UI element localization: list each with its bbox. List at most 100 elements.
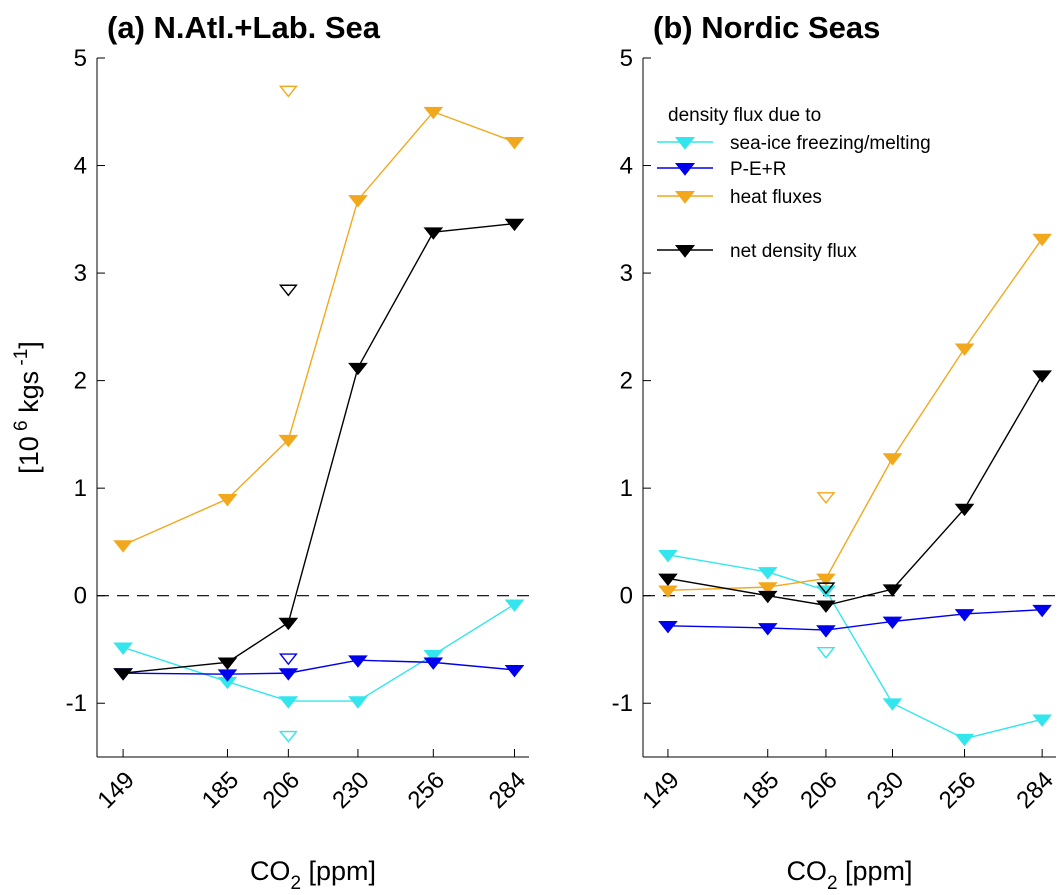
data-point-pe — [504, 665, 525, 678]
data-point-seaice — [1032, 714, 1052, 727]
data-point-net — [882, 584, 903, 597]
x-tick-label: 185 — [197, 767, 244, 814]
data-point-net — [954, 503, 975, 517]
series-line-heat — [667, 238, 1043, 592]
data-point-seaice — [278, 696, 299, 709]
data-point-seaice — [423, 649, 444, 663]
series-heat — [113, 85, 525, 553]
x-label-sub: 2 — [290, 873, 301, 894]
data-point-seaice — [348, 696, 368, 709]
data-point-pe — [882, 616, 903, 630]
open-marker-net — [816, 582, 836, 595]
legend-label-pe: P-E+R — [730, 159, 787, 180]
y-tick-label: 5 — [74, 45, 87, 72]
legend-label-net: net density flux — [730, 241, 857, 262]
x-tick-label: 284 — [1011, 767, 1058, 814]
series-net — [658, 370, 1052, 613]
legend: density flux due to sea-ice freezing/melt… — [657, 105, 931, 262]
data-point-net — [278, 617, 299, 631]
series-line-seaice — [122, 603, 515, 702]
legend-marker-net — [674, 245, 696, 258]
x-tick-label: 206 — [258, 767, 305, 814]
x-tick-label: 230 — [327, 767, 374, 814]
data-point-seaice — [113, 642, 133, 655]
data-point-net — [348, 362, 368, 376]
data-point-net — [504, 218, 525, 232]
x-tick-label: 284 — [484, 767, 531, 814]
data-point-heat — [278, 434, 299, 448]
x-tick-label: 149 — [92, 767, 139, 814]
data-point-net — [217, 657, 238, 670]
panel-title: (b) Nordic Seas — [653, 10, 880, 45]
data-point-pe — [757, 623, 778, 636]
open-marker-seaice — [278, 730, 298, 743]
data-point-heat — [423, 106, 444, 120]
data-point-heat — [954, 343, 975, 356]
series-line-heat — [122, 110, 515, 546]
legend-marker-pe — [674, 163, 696, 176]
data-point-seaice — [954, 733, 975, 747]
open-marker-heat — [278, 85, 298, 98]
panel-b: -1 0 1 2 3 4 5 149 185 206 230 256 284 (b) Nordic Sea… — [612, 10, 1058, 894]
data-point-seaice — [757, 567, 778, 580]
data-point-heat — [757, 582, 778, 595]
x-label-rest: [ppm] — [301, 856, 376, 886]
x-tick-label: 230 — [862, 767, 909, 814]
series-line-pe — [123, 659, 515, 675]
y-tick-label: 3 — [620, 260, 633, 287]
open-marker-pe — [278, 653, 298, 666]
data-point-heat — [1032, 233, 1052, 247]
data-point-heat — [217, 494, 238, 507]
y-tick-label: 0 — [74, 583, 87, 610]
y-label-open: [10 — [14, 436, 44, 474]
legend-marker-seaice — [674, 137, 696, 150]
y-tick-label: 4 — [74, 153, 87, 180]
y-label-mid: kgs — [14, 371, 44, 421]
y-tick-label: -1 — [66, 690, 87, 717]
y-tick-label: 3 — [74, 260, 87, 287]
data-point-heat — [504, 137, 525, 150]
series-line-net — [123, 222, 515, 674]
data-point-heat — [816, 573, 836, 587]
data-point-seaice — [658, 549, 678, 563]
data-point-heat — [348, 195, 368, 208]
data-point-pe — [348, 655, 368, 668]
y-tick-label: 1 — [74, 475, 87, 502]
data-point-net — [658, 573, 678, 587]
y-tick-label: 0 — [620, 583, 633, 610]
data-point-seaice — [504, 599, 525, 612]
data-point-pe — [1032, 604, 1052, 618]
x-tick-label: 256 — [934, 767, 981, 814]
series-net — [113, 218, 525, 681]
series-pe — [658, 604, 1052, 638]
data-point-pe — [816, 625, 836, 638]
y-tick-label: 4 — [620, 153, 633, 180]
x-tick-label: 256 — [403, 767, 450, 814]
series-seaice — [113, 599, 525, 743]
y-tick-label: -1 — [612, 690, 633, 717]
open-marker-net — [278, 284, 298, 297]
series-line-pe — [667, 608, 1043, 631]
data-point-pe — [278, 668, 299, 681]
open-marker-seaice — [816, 646, 836, 659]
x-tick-label: 185 — [737, 767, 784, 814]
data-point-net — [757, 590, 778, 604]
y-axis-label: [10 6 kgs -1] — [11, 341, 44, 474]
x-axis-label: CO2 [ppm] — [786, 856, 912, 894]
data-point-pe — [954, 609, 975, 622]
y-tick-label: 5 — [620, 45, 633, 72]
data-point-heat — [882, 453, 903, 466]
series-seaice — [658, 549, 1052, 747]
y-tick-label: 2 — [74, 368, 87, 395]
panel-title: (a) N.Atl.+Lab. Sea — [107, 10, 381, 45]
series-line-seaice — [667, 554, 1043, 740]
legend-marker-heat — [674, 191, 696, 204]
series-line-net — [667, 374, 1043, 607]
y-label-exp2: -1 — [11, 349, 32, 371]
x-label-sub: 2 — [827, 873, 838, 894]
series-heat — [658, 233, 1052, 598]
panel-a: -1 0 1 2 3 4 5 149 185 206 230 256 284 (a) N.Atl.+Lab… — [11, 10, 531, 894]
y-label-exp1: 6 — [11, 420, 32, 436]
data-point-pe — [658, 620, 678, 634]
